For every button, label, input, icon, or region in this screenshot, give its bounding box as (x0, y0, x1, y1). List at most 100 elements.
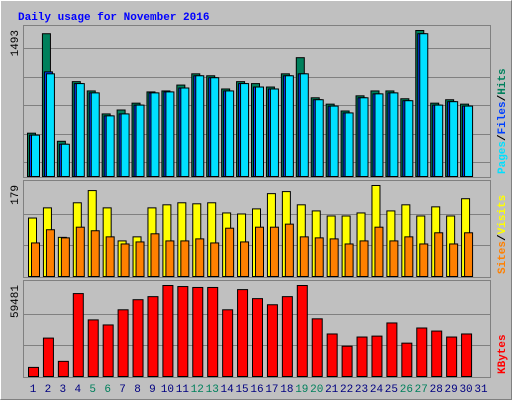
legend-entry: Visits (497, 195, 509, 235)
bar (464, 105, 474, 177)
bar (374, 226, 384, 277)
chart-title: Daily usage for November 2016 (18, 12, 209, 24)
bar (120, 243, 130, 277)
bar (296, 285, 308, 377)
bar (195, 75, 205, 177)
bar (269, 88, 279, 177)
bar (240, 83, 250, 177)
x-tick-label: 2 (45, 384, 52, 396)
x-tick-label: 3 (60, 384, 67, 396)
bar (299, 73, 309, 177)
bar (105, 115, 115, 177)
bar (102, 324, 114, 377)
bar (135, 241, 145, 277)
bar (210, 77, 220, 177)
bar (401, 342, 413, 377)
bar (87, 319, 99, 377)
bar (237, 289, 249, 377)
x-tick-label: 22 (340, 384, 353, 396)
x-tick-label: 29 (445, 384, 458, 396)
legend-separator: / (497, 94, 509, 101)
bar (192, 286, 204, 378)
x-tick-label: 27 (415, 384, 428, 396)
x-tick-label: 16 (250, 384, 263, 396)
legend-separator: / (497, 234, 509, 241)
x-tick-label: 20 (310, 384, 323, 396)
bar (281, 296, 293, 377)
bar (344, 243, 354, 277)
x-tick-label: 24 (370, 384, 384, 396)
x-tick-label: 11 (176, 384, 190, 396)
bar (255, 226, 264, 277)
bar (162, 285, 174, 377)
legend: KBytes (497, 334, 509, 374)
bar (225, 90, 235, 177)
bar (404, 100, 414, 177)
bar (180, 240, 190, 277)
x-tick-label: 10 (161, 384, 174, 396)
bar (165, 240, 175, 277)
y-tick-label: 179 (10, 185, 22, 205)
bar (225, 227, 235, 277)
bar (461, 333, 473, 378)
bar (90, 92, 100, 177)
bar (57, 360, 69, 377)
bar (45, 229, 55, 277)
bar (222, 309, 234, 378)
legend-separator: / (497, 134, 509, 141)
bar (195, 238, 205, 277)
bar (449, 101, 459, 177)
x-tick-label: 17 (265, 384, 278, 396)
bar (90, 230, 100, 277)
bar (165, 91, 175, 177)
bar (31, 134, 40, 177)
x-tick-label: 6 (104, 384, 111, 396)
y-tick-label: 59481 (10, 285, 22, 318)
x-tick-label: 5 (89, 384, 96, 396)
bar (464, 232, 474, 277)
bar (150, 233, 160, 278)
bar (326, 333, 338, 378)
bar (329, 105, 339, 177)
bar (75, 83, 85, 177)
bar (371, 335, 383, 377)
y-tick-label: 1493 (10, 30, 22, 56)
x-tick-label: 1 (30, 384, 37, 396)
bar (72, 293, 84, 377)
bar (374, 93, 384, 177)
x-tick-label: 4 (74, 384, 81, 396)
x-tick-label: 28 (430, 384, 443, 396)
x-tick-label: 13 (206, 384, 219, 396)
bar (266, 304, 278, 378)
bar (359, 240, 369, 277)
bar (252, 298, 263, 378)
legend-entry: KBytes (497, 334, 509, 374)
bar (42, 337, 54, 377)
legend-entry: Sites (497, 241, 509, 274)
bar (284, 75, 294, 177)
x-tick-label: 15 (235, 384, 248, 396)
x-tick-label: 26 (400, 384, 413, 396)
bar (120, 113, 130, 178)
bar (255, 86, 264, 177)
bar (416, 327, 428, 378)
bar (180, 87, 190, 177)
bar (45, 73, 55, 177)
legend-entry: Files (497, 101, 509, 134)
x-tick-label: 12 (191, 384, 204, 396)
x-tick-label: 9 (149, 384, 156, 396)
bar (60, 143, 70, 177)
bar (359, 97, 369, 177)
bar (314, 99, 324, 177)
bar (311, 318, 323, 377)
bar (446, 336, 458, 377)
bar (419, 243, 429, 277)
bar (150, 92, 160, 177)
bar (419, 33, 429, 177)
x-tick-label: 31 (474, 384, 488, 396)
x-tick-label: 7 (119, 384, 126, 396)
bar (284, 223, 294, 277)
x-tick-label: 23 (355, 384, 368, 396)
